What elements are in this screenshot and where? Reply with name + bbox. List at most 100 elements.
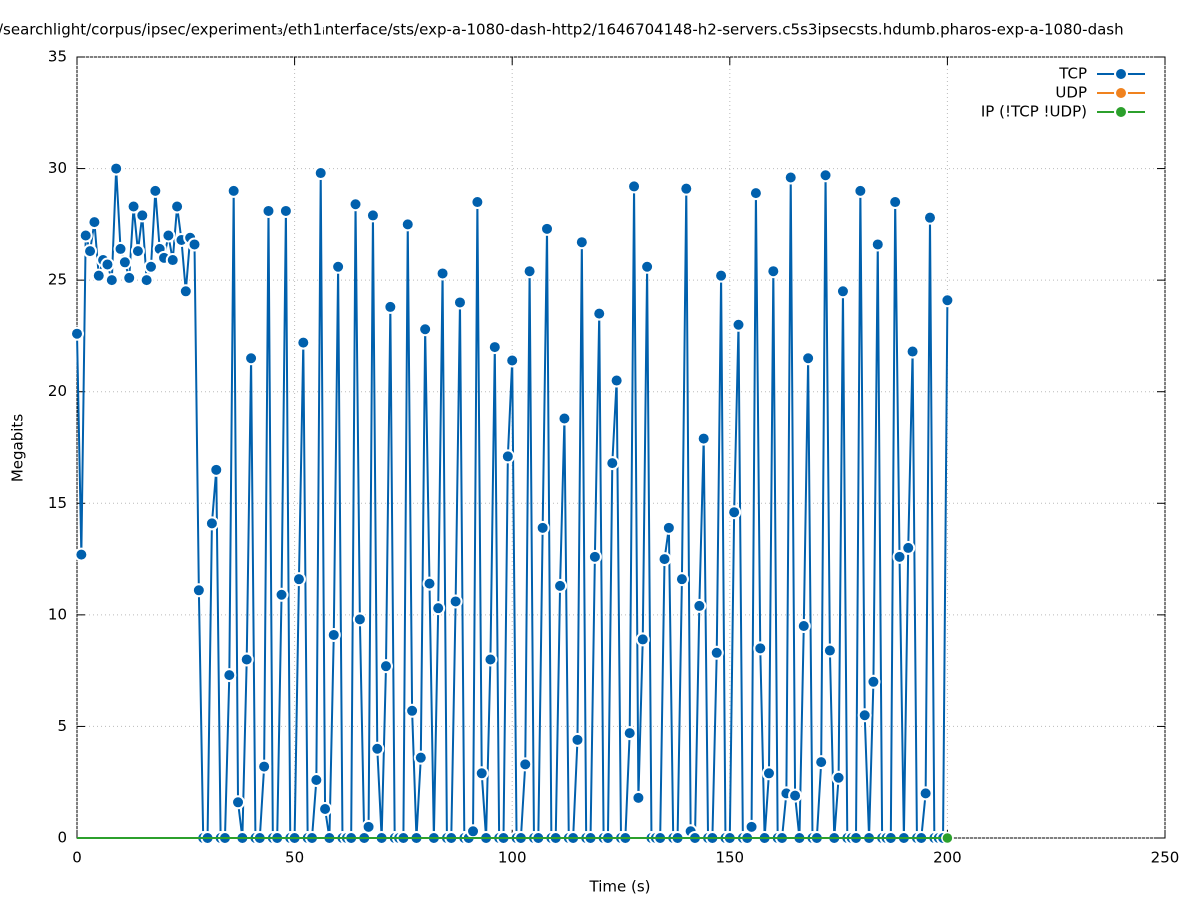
y-tick-label: 25	[48, 271, 67, 289]
plot-area	[70, 161, 955, 845]
data-point	[918, 786, 933, 801]
data-point	[631, 790, 646, 805]
data-point	[522, 264, 537, 279]
y-tick-label: 20	[48, 382, 67, 400]
data-point	[766, 264, 781, 279]
data-point	[674, 572, 689, 587]
data-point	[274, 587, 289, 602]
data-point	[853, 183, 868, 198]
y-tick-label: 5	[57, 717, 67, 735]
data-point	[692, 598, 707, 613]
x-tick-label: 200	[933, 849, 962, 867]
legend-label: TCP	[1058, 65, 1087, 83]
data-point	[635, 632, 650, 647]
data-point	[309, 772, 324, 787]
data-point	[231, 795, 246, 810]
y-tick-label: 0	[57, 829, 67, 847]
data-point	[857, 708, 872, 723]
y-tick-label: 35	[48, 48, 67, 66]
data-point	[326, 627, 341, 642]
data-point	[104, 273, 119, 288]
data-point	[753, 641, 768, 656]
data-point	[370, 741, 385, 756]
data-point	[352, 612, 367, 627]
data-point	[87, 215, 102, 230]
data-point	[518, 757, 533, 772]
x-tick-label: 100	[498, 849, 527, 867]
data-point	[540, 221, 555, 236]
data-point	[109, 161, 124, 176]
data-point	[452, 295, 467, 310]
data-point	[222, 668, 237, 683]
data-point	[709, 645, 724, 660]
data-point	[161, 228, 176, 243]
data-point	[822, 643, 837, 658]
data-point	[835, 284, 850, 299]
data-point	[178, 284, 193, 299]
x-tick-label: 50	[285, 849, 304, 867]
data-point	[622, 726, 637, 741]
data-point	[113, 241, 128, 256]
data-point	[126, 199, 141, 214]
data-point	[331, 259, 346, 274]
data-point	[761, 766, 776, 781]
data-point	[505, 353, 520, 368]
data-point	[135, 208, 150, 223]
data-point	[727, 505, 742, 520]
x-tick-label: 0	[72, 849, 82, 867]
data-point	[574, 235, 589, 250]
data-point	[922, 210, 937, 225]
data-point	[165, 253, 180, 268]
data-point	[139, 273, 154, 288]
data-point	[801, 351, 816, 366]
data-point	[191, 583, 206, 598]
data-point	[570, 732, 585, 747]
data-point	[557, 411, 572, 426]
data-point	[130, 244, 145, 259]
y-axis-label: Megabits	[9, 414, 27, 482]
data-point	[714, 268, 729, 283]
data-point	[731, 317, 746, 332]
data-point	[100, 257, 115, 272]
data-point	[483, 652, 498, 667]
data-point	[257, 759, 272, 774]
data-point	[470, 195, 485, 210]
data-point	[609, 373, 624, 388]
legend-label: UDP	[1055, 84, 1087, 102]
data-point	[422, 576, 437, 591]
y-tick-label: 15	[48, 494, 67, 512]
data-point	[592, 306, 607, 321]
data-point	[348, 197, 363, 212]
data-point	[788, 788, 803, 803]
y-tick-label: 30	[48, 159, 67, 177]
data-point	[796, 619, 811, 634]
data-point	[291, 572, 306, 587]
data-point	[400, 217, 415, 232]
data-point	[605, 456, 620, 471]
data-point	[431, 601, 446, 616]
data-point	[870, 237, 885, 252]
data-point	[318, 801, 333, 816]
data-point	[535, 520, 550, 535]
data-point	[888, 195, 903, 210]
data-point	[226, 183, 241, 198]
data-point	[818, 168, 833, 183]
x-tick-label: 150	[715, 849, 744, 867]
data-point	[143, 259, 158, 274]
data-point	[679, 181, 694, 196]
data-point	[627, 179, 642, 194]
data-point	[744, 819, 759, 834]
data-point	[261, 203, 276, 218]
data-point	[941, 831, 954, 845]
data-point	[83, 244, 98, 259]
data-point	[244, 351, 259, 366]
data-point	[783, 170, 798, 185]
x-tick-label: 250	[1151, 849, 1180, 867]
plot-frame	[76, 56, 1166, 839]
data-point	[696, 431, 711, 446]
data-point	[814, 755, 829, 770]
data-point	[383, 299, 398, 314]
legend-marker	[1114, 105, 1128, 119]
data-point	[866, 674, 881, 689]
